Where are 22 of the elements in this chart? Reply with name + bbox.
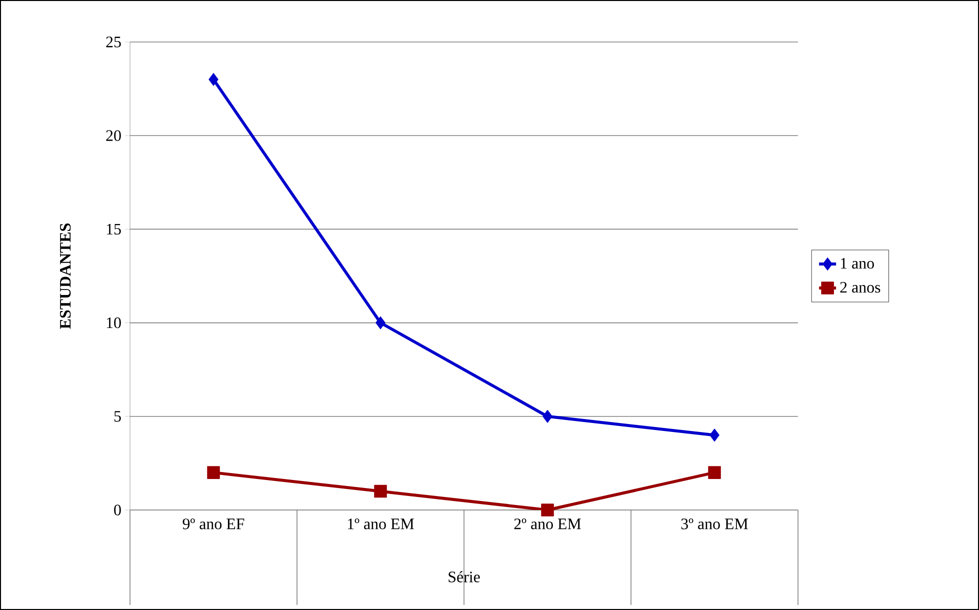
point	[374, 484, 387, 498]
point	[708, 466, 721, 479]
point	[542, 410, 552, 423]
x-axis-title: Série	[448, 571, 480, 582]
y-tick-label: 5	[114, 411, 121, 422]
point	[207, 466, 220, 479]
y-axis-title: ESTUDANTES	[60, 224, 71, 329]
legend-label: 2 anos	[840, 282, 880, 293]
x-tick-label: 3º ano EM	[681, 518, 748, 530]
y-tick-label: 15	[106, 224, 121, 235]
point	[541, 504, 554, 516]
y-tick-label: 25	[106, 36, 121, 48]
y-tick-label: 10	[106, 317, 121, 328]
x-tick-label: 1º ano EM	[348, 518, 414, 530]
x-tick-label: 2º ano EM	[514, 518, 581, 530]
y-tick-label: 20	[106, 130, 121, 141]
legend-label: 1 ano	[840, 258, 874, 269]
point	[710, 428, 720, 442]
y-tick-label: 0	[114, 504, 121, 516]
point	[376, 316, 386, 330]
x-tick-label: 9º ano EF	[182, 518, 244, 530]
point	[208, 73, 218, 86]
